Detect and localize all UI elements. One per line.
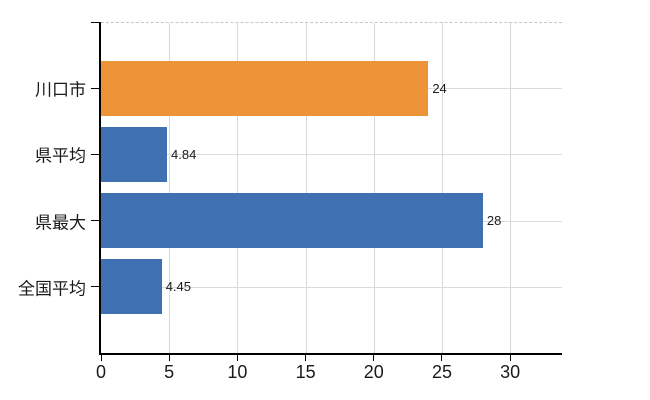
- vertical-gridline: [237, 23, 239, 353]
- x-tick-label: 30: [500, 362, 521, 382]
- category-label: 全国平均: [18, 279, 86, 299]
- x-tick-label: 15: [295, 362, 316, 382]
- bar-1: [101, 126, 167, 182]
- plot-top-border: [101, 22, 562, 23]
- x-axis-tick: [168, 355, 170, 361]
- x-axis-tick: [509, 355, 511, 361]
- category-label: 川口市: [35, 80, 86, 100]
- y-axis-labels: 川口市県平均県最大全国平均: [0, 22, 89, 353]
- x-axis-tick: [236, 355, 238, 361]
- x-axis-tick: [101, 355, 102, 361]
- bar-2: [101, 193, 483, 249]
- x-tick-label: 25: [431, 362, 452, 382]
- x-tick-label: 20: [363, 362, 384, 382]
- bar-3: [101, 259, 162, 315]
- x-tick-label: 5: [164, 362, 175, 382]
- x-axis-tick: [305, 355, 307, 361]
- x-tick-label: 0: [95, 362, 107, 382]
- bar-value-label: 4.84: [171, 146, 197, 162]
- y-axis-tick: [91, 87, 99, 89]
- y-axis-tick: [91, 220, 99, 222]
- bar-value-label: 24: [432, 80, 447, 96]
- y-axis-line: [99, 22, 101, 355]
- category-label: 県平均: [35, 146, 86, 166]
- vertical-gridline: [510, 23, 512, 353]
- bar-0: [101, 60, 429, 116]
- y-axis-tick: [91, 286, 99, 288]
- x-axis-tick: [373, 355, 375, 361]
- vertical-gridline: [373, 23, 375, 353]
- x-axis-line: [99, 353, 562, 355]
- horizontal-gridline: [101, 154, 562, 156]
- x-axis-tick: [441, 355, 443, 361]
- horizontal-gridline: [101, 286, 562, 288]
- category-label: 県最大: [35, 213, 86, 233]
- vertical-gridline: [441, 23, 443, 353]
- plot-area: 0 5 10 15 20 25 30 24 4.84 28 4.45: [91, 22, 562, 382]
- y-axis-tick: [91, 153, 99, 155]
- y-axis-tick: [91, 22, 99, 23]
- x-tick-label: 10: [227, 362, 248, 382]
- bar-value-label: 4.45: [165, 279, 191, 295]
- vertical-gridline: [169, 23, 171, 353]
- vertical-gridline: [305, 23, 307, 353]
- bar-value-label: 28: [486, 213, 502, 229]
